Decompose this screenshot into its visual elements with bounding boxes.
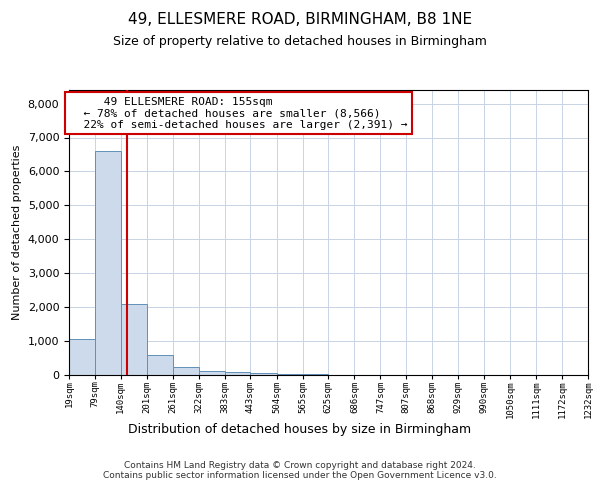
Bar (147, 354, 173, 375)
Text: Contains HM Land Registry data © Crown copyright and database right 2024.
Contai: Contains HM Land Registry data © Crown c… (103, 460, 497, 480)
Bar (250, 374, 277, 375)
Text: 49, ELLESMERE ROAD, BIRMINGHAM, B8 1NE: 49, ELLESMERE ROAD, BIRMINGHAM, B8 1NE (128, 12, 472, 28)
Y-axis label: Number of detached properties: Number of detached properties (12, 145, 22, 320)
Bar (225, 372, 250, 375)
Bar (277, 374, 302, 375)
Bar (121, 304, 147, 375)
Bar (199, 371, 225, 375)
Bar (302, 374, 328, 375)
Text: Size of property relative to detached houses in Birmingham: Size of property relative to detached ho… (113, 35, 487, 48)
Bar (173, 366, 199, 375)
Text: 49 ELLESMERE ROAD: 155sqm
  ← 78% of detached houses are smaller (8,566)
  22% o: 49 ELLESMERE ROAD: 155sqm ← 78% of detac… (70, 97, 407, 130)
Bar (69, 340, 95, 375)
Text: Distribution of detached houses by size in Birmingham: Distribution of detached houses by size … (128, 422, 472, 436)
Bar (95, 151, 121, 375)
